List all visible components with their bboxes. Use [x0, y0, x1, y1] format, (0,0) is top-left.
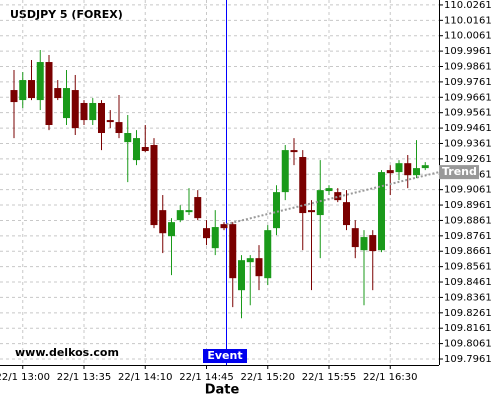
candle-body	[334, 192, 342, 201]
candle-body	[124, 133, 132, 143]
candle-body	[194, 197, 202, 219]
candle-body	[176, 210, 184, 221]
y-tick-label: 109.8861	[444, 215, 492, 226]
watermark: www.delkos.com	[15, 346, 119, 359]
candle-body	[220, 224, 228, 229]
candle-body	[246, 258, 254, 263]
candle-body	[413, 168, 420, 176]
candle-body	[343, 202, 350, 226]
y-tick-label: 109.9661	[444, 92, 492, 103]
y-tick-label: 109.8161	[444, 323, 492, 334]
candle-body	[421, 165, 429, 169]
candle-body	[185, 210, 193, 213]
candle-body	[63, 88, 70, 119]
y-tick-label: 109.8361	[444, 292, 492, 303]
candle-body	[203, 228, 210, 239]
x-tick-label: 22/1 13:35	[57, 372, 111, 383]
y-tick-label: 109.8661	[444, 246, 492, 257]
candle-body	[281, 150, 289, 193]
candle-body	[211, 227, 219, 249]
candle-body	[159, 210, 167, 234]
candle-body	[255, 258, 263, 277]
candle-body	[54, 88, 62, 99]
candle-body	[273, 192, 280, 229]
trend-line	[226, 171, 440, 226]
y-tick-label: 109.9561	[444, 108, 492, 119]
y-tick-label: 109.8961	[444, 200, 492, 211]
candle-body	[45, 62, 53, 126]
candle-body	[141, 147, 149, 152]
y-tick-label: 109.9361	[444, 138, 492, 149]
trend-label-box	[439, 165, 479, 180]
candle-body	[36, 62, 44, 101]
y-tick-label: 109.9761	[444, 77, 492, 88]
candle-body	[386, 170, 394, 174]
event-label: Event	[207, 349, 242, 362]
y-tick-label: 109.9061	[444, 185, 492, 196]
trend-label: Trend	[442, 165, 477, 178]
x-tick-label: 22/1 15:20	[241, 372, 295, 383]
candle-body	[351, 228, 359, 248]
y-tick-label: 109.8261	[444, 308, 492, 319]
y-tick-label: 109.8461	[444, 277, 492, 288]
candle-body	[264, 230, 272, 279]
y-tick-label: 109.9461	[444, 123, 492, 134]
candle-body	[360, 237, 368, 251]
x-tick-label: 22/1 15:55	[302, 372, 356, 383]
candle-body	[229, 224, 237, 279]
candle-body	[115, 122, 123, 134]
candle-body	[28, 80, 35, 99]
chart-title: USDJPY 5 (FOREX)	[10, 8, 123, 21]
y-tick-label: 109.8561	[444, 262, 492, 273]
y-tick-label: 109.8761	[444, 231, 492, 242]
candle-body	[10, 90, 18, 103]
candle-body	[168, 222, 175, 237]
candle-body	[150, 145, 158, 226]
candle-body	[290, 150, 298, 153]
candle-body	[378, 172, 385, 251]
candle-body	[308, 210, 315, 213]
candle-body	[404, 163, 412, 176]
candle-body	[80, 102, 88, 121]
candle-body	[325, 188, 333, 192]
candle-body	[395, 163, 403, 173]
x-tick-label: 22/1 14:10	[118, 372, 172, 383]
y-tick-label: 110.0061	[444, 31, 492, 42]
x-tick-label: 22/1 16:30	[363, 372, 417, 383]
y-tick-label: 109.8061	[444, 339, 492, 350]
candle-body	[98, 102, 105, 134]
candle-body	[369, 235, 377, 252]
x-axis-title: Date	[205, 383, 240, 398]
candle-body	[316, 190, 324, 216]
candle-body	[71, 90, 79, 129]
event-label-box	[203, 349, 247, 363]
candle-body	[299, 157, 307, 214]
y-tick-label: 110.0161	[444, 15, 492, 26]
candle-body	[89, 102, 97, 121]
candle-body	[106, 120, 114, 123]
candle-body	[19, 80, 27, 101]
y-tick-label: 109.9861	[444, 62, 492, 73]
y-tick-label: 109.7961	[444, 354, 492, 365]
candle-body	[238, 260, 245, 291]
x-tick-label: 22/1 14:45	[179, 372, 233, 383]
x-tick-label: 22/1 13:00	[0, 372, 50, 383]
y-tick-label: 109.9261	[444, 154, 492, 165]
y-tick-label: 110.0261	[444, 0, 492, 11]
y-tick-label: 109.9961	[444, 46, 492, 57]
candle-body	[133, 138, 140, 161]
